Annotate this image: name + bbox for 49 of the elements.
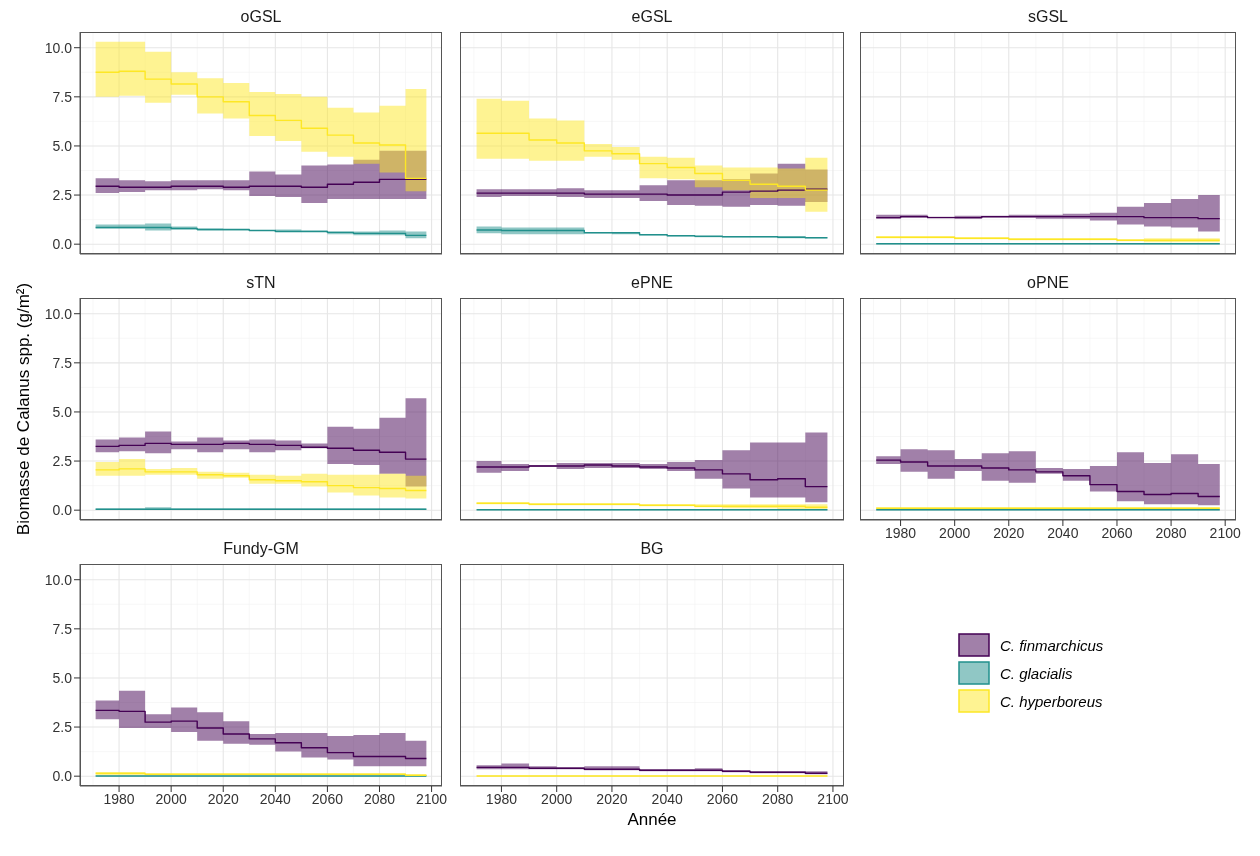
- x-axis-title: Année: [626, 810, 678, 830]
- x-tick-label: 1980: [485, 790, 518, 807]
- legend-label: C. finmarchicus: [1000, 636, 1104, 654]
- x-tick-label: 2000: [541, 790, 573, 807]
- x-tick-label: 2080: [363, 790, 396, 807]
- x-tick-label: 2080: [762, 790, 794, 807]
- chart-title: BG: [639, 540, 665, 559]
- x-tick-label: 2040: [651, 790, 683, 807]
- y-tick-label: 10.0: [44, 305, 73, 322]
- chart-title: ePNE: [630, 274, 674, 293]
- y-tick-label: 2.5: [52, 719, 73, 736]
- y-tick-label: 10.0: [44, 39, 73, 56]
- x-tick-label: 2020: [207, 790, 240, 807]
- x-tick-label: 2000: [939, 524, 971, 541]
- chart-title: sTN: [245, 274, 277, 293]
- y-tick-label: 2.5: [52, 453, 73, 470]
- chart-title: sGSL: [1027, 8, 1069, 27]
- y-axis-title: Biomasse de Calanus spp. (g/m²): [14, 282, 34, 536]
- x-tick-label: 2100: [817, 790, 849, 807]
- legend-label: C. glacialis: [1000, 664, 1073, 682]
- x-tick-label: 2100: [1209, 524, 1241, 541]
- y-tick-label: 5.0: [52, 669, 73, 686]
- x-tick-label: 2040: [1047, 524, 1079, 541]
- chart-title: eGSL: [630, 8, 674, 27]
- x-tick-label: 2020: [993, 524, 1025, 541]
- y-tick-label: 7.5: [52, 354, 73, 371]
- x-tick-label: 2040: [259, 790, 292, 807]
- x-tick-label: 2060: [311, 790, 344, 807]
- chart-title: Fundy-GM: [222, 540, 300, 559]
- y-tick-label: 0.0: [52, 768, 73, 785]
- chart-title: oGSL: [239, 8, 283, 27]
- y-tick-label: 10.0: [44, 571, 73, 588]
- x-tick-label: 1980: [885, 524, 917, 541]
- x-tick-label: 2060: [706, 790, 739, 807]
- y-tick-label: 5.0: [52, 137, 73, 154]
- x-tick-label: 2080: [1155, 524, 1187, 541]
- y-tick-label: 7.5: [52, 620, 73, 637]
- x-tick-label: 2060: [1101, 524, 1133, 541]
- y-tick-label: 5.0: [52, 403, 73, 420]
- x-tick-label: 2100: [416, 790, 448, 807]
- x-tick-label: 1980: [103, 790, 135, 807]
- x-tick-label: 2000: [155, 790, 187, 807]
- legend-label: C. hyperboreus: [1000, 692, 1103, 710]
- y-tick-label: 0.0: [52, 502, 73, 519]
- y-tick-label: 7.5: [52, 88, 73, 105]
- chart-title: oPNE: [1026, 274, 1070, 293]
- y-tick-label: 0.0: [52, 236, 73, 253]
- x-tick-label: 2020: [596, 790, 628, 807]
- y-tick-label: 2.5: [52, 187, 73, 204]
